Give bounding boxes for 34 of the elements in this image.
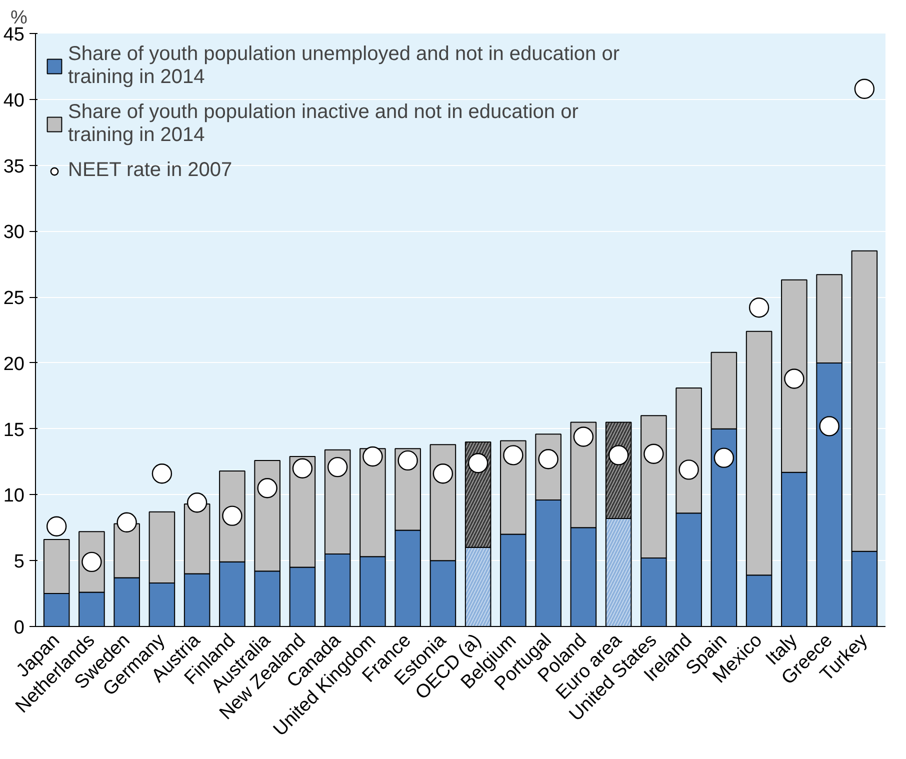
y-tick-label: 30 [3,222,25,244]
point [503,445,524,466]
point [784,368,804,389]
point [819,416,840,436]
y-tick-label: 0 [14,618,25,638]
point [644,444,664,464]
point [186,492,208,513]
point [257,478,278,498]
y-tick-label: 10 [3,486,25,507]
y-tick-label: 5 [14,552,25,573]
legend-label: NEET rate in 2007 [68,159,232,182]
point [432,464,454,484]
y-tick-label: 35 [3,156,25,178]
point [608,445,629,466]
point [573,426,594,447]
point [222,506,242,526]
point [854,78,875,99]
point [46,516,67,536]
point [748,298,770,318]
point [152,464,172,484]
y-tick-label: 15 [3,420,25,441]
point [327,456,348,478]
y-tick-label: 40 [3,90,25,112]
point [468,453,488,474]
y-tick-label: 20 [3,354,25,375]
legend-label: Share of youth population inactive and not in education or training in 2014 [68,101,578,147]
point [398,450,418,471]
point [678,460,699,480]
point [116,512,137,532]
y-tick-label: 25 [3,288,25,310]
legend-label: Share of youth population unemployed and not in education or training in 2014 [68,43,620,89]
point [714,448,734,468]
point [362,446,383,467]
point [292,458,313,478]
